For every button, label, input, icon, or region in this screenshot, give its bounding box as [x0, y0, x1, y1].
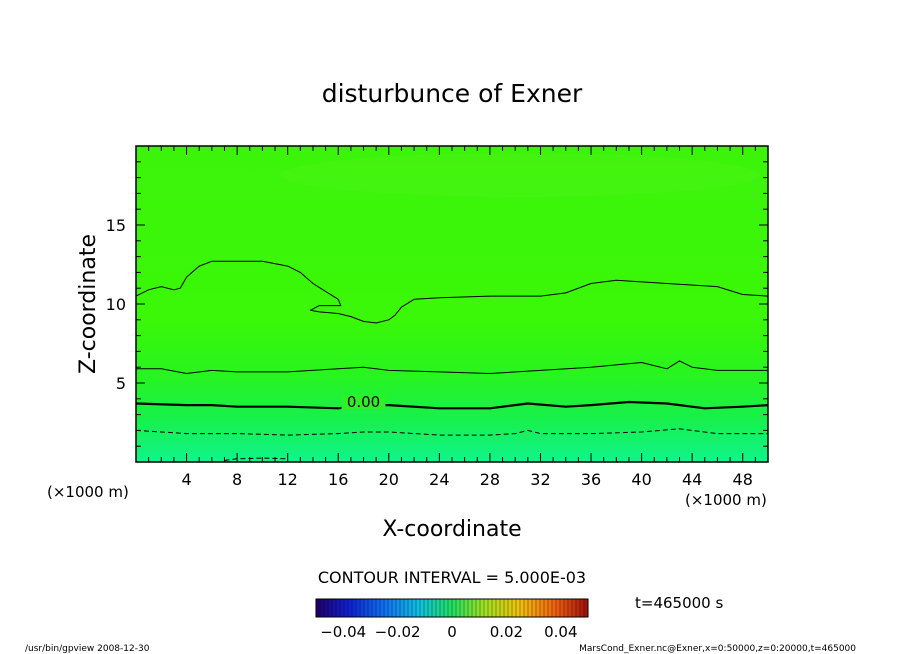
y-tick-label: 5 — [116, 374, 126, 393]
x-tick-label: 16 — [328, 470, 348, 489]
colorbar-tick-label: −0.04 — [320, 623, 366, 641]
x-tick-label: 4 — [181, 470, 191, 489]
x-tick-label: 20 — [379, 470, 399, 489]
contour-lines — [136, 260, 768, 461]
contour-line-4 — [136, 260, 768, 324]
x-tick-label: 12 — [278, 470, 298, 489]
y-axis-label: Z-coordinate — [76, 234, 101, 374]
colorbar-tick-label: −0.02 — [375, 623, 421, 641]
contour-label-bg — [341, 395, 386, 410]
contour-line-2 — [136, 400, 768, 410]
x-tick-label: 36 — [581, 470, 601, 489]
colorbar-labels: −0.04 −0.02 0 0.02 0.04 — [320, 623, 577, 641]
footer-left: /usr/bin/gpview 2008-12-30 — [25, 644, 150, 654]
x-tick-label: 44 — [682, 470, 702, 489]
x-tick-label: 32 — [530, 470, 550, 489]
contour-label: 0.00 — [347, 393, 380, 411]
axis-ticks — [136, 146, 768, 462]
x-tick-label: 40 — [631, 470, 651, 489]
colorbar-tick-label: 0.04 — [544, 623, 577, 641]
x-tick-label: 8 — [232, 470, 242, 489]
colorbar-stripes — [319, 599, 585, 617]
colorbar-tick-label: 0.02 — [490, 623, 523, 641]
x-axis-label: X-coordinate — [382, 517, 521, 542]
chart-title: disturbunce of Exner — [322, 79, 583, 108]
x-tick-label: 48 — [733, 470, 753, 489]
x-tick-label: 24 — [429, 470, 449, 489]
x-unit-left: (×1000 m) — [47, 483, 129, 501]
colorbar: −0.04 −0.02 0 0.02 0.04 — [315, 598, 589, 641]
time-label: t=465000 s — [635, 594, 723, 612]
footer-right: MarsCond_Exner.nc@Exner,x=0:50000,z=0:20… — [579, 644, 856, 654]
y-tick-label: 15 — [106, 216, 126, 235]
colorbar-tick-label: 0 — [447, 623, 457, 641]
colorbar-frame — [315, 598, 589, 618]
contour-line-3 — [136, 360, 768, 374]
y-tick-label: 10 — [106, 295, 126, 314]
contour-labels: 0.00 — [341, 393, 386, 411]
contour-line-0 — [136, 428, 768, 436]
x-tick-label: 28 — [480, 470, 500, 489]
contour-interval: CONTOUR INTERVAL = 5.000E-03 — [318, 568, 586, 587]
field-shade-patch — [280, 153, 760, 197]
x-unit-right: (×1000 m) — [685, 491, 767, 509]
